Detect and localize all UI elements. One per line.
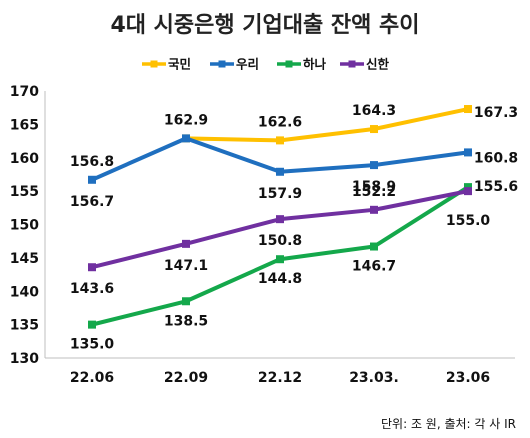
y-tick-label: 135 (10, 318, 39, 334)
y-tick-label: 130 (10, 351, 39, 367)
legend: 국민 우리 하나 신한 (142, 57, 390, 72)
legend-label-3: 신한 (366, 57, 390, 72)
data-point (464, 187, 472, 196)
legend-label-2: 하나 (303, 57, 327, 72)
source-note: 단위: 조 원, 출처: 각 사 IR (381, 417, 516, 431)
data-point (370, 242, 378, 251)
series-line-0 (185, 107, 469, 143)
series-labels: 162.6 164.3 167.3 156.8 162.9 157.9 158.9 160.8… (70, 103, 518, 353)
data-point (276, 255, 284, 264)
data-label: 144.8 (258, 271, 302, 287)
legend-marker-1 (218, 60, 226, 68)
data-label: 150.8 (258, 233, 302, 249)
legend-marker-3 (348, 60, 356, 68)
axes: 130 135 140 145 150 155 160 165 170 22.06 22.09 22.… (10, 84, 515, 386)
data-point (370, 205, 378, 214)
data-point (276, 215, 284, 224)
legend-marker-2 (285, 60, 293, 68)
y-tick-label: 150 (10, 218, 39, 234)
data-point (182, 239, 190, 248)
data-point (88, 175, 96, 184)
data-label: 152.2 (352, 184, 396, 200)
data-label: 162.9 (164, 112, 208, 128)
data-point (464, 148, 472, 157)
x-tick-label: 22.09 (164, 370, 208, 386)
chart-title: 4대 시중은행 기업대출 잔액 추이 (110, 13, 419, 38)
data-point (370, 161, 378, 170)
data-point (182, 134, 190, 143)
y-tick-label: 170 (10, 84, 39, 100)
data-label: 167.3 (474, 105, 518, 121)
legend-label-0: 국민 (168, 57, 191, 72)
data-point (370, 125, 378, 134)
data-point (464, 183, 472, 192)
data-label: 146.7 (352, 259, 396, 275)
y-tick-label: 160 (10, 151, 39, 167)
data-point (276, 136, 284, 145)
data-label: 155.6 (474, 179, 518, 195)
data-point (464, 105, 472, 114)
data-label: 156.7 (70, 194, 114, 210)
y-tick-label: 165 (10, 117, 39, 133)
data-label: 156.8 (70, 154, 114, 170)
data-label: 138.5 (164, 313, 208, 329)
data-label: 158.9 (352, 179, 396, 195)
x-tick-label: 22.12 (258, 370, 302, 386)
data-label: 162.6 (258, 114, 302, 130)
data-label: 135.0 (70, 337, 115, 353)
y-tick-label: 155 (10, 184, 39, 200)
data-label: 157.9 (258, 186, 302, 202)
data-point (182, 297, 190, 306)
data-label: 160.8 (474, 150, 518, 166)
x-tick-label: 23.06 (446, 370, 490, 386)
data-point (88, 320, 96, 329)
data-point (88, 263, 96, 272)
y-tick-label: 145 (10, 251, 39, 267)
y-tick-label: 140 (10, 284, 39, 300)
data-label: 147.1 (164, 258, 208, 274)
data-label: 155.0 (446, 213, 491, 229)
data-label: 164.3 (352, 103, 396, 119)
x-tick-label: 23.03. (349, 370, 399, 386)
x-tick-label: 22.06 (70, 370, 114, 386)
data-point (276, 167, 284, 176)
legend-marker-0 (150, 60, 158, 68)
data-label: 143.6 (70, 281, 114, 297)
series-lines (88, 105, 472, 329)
legend-label-1: 우리 (236, 57, 259, 72)
